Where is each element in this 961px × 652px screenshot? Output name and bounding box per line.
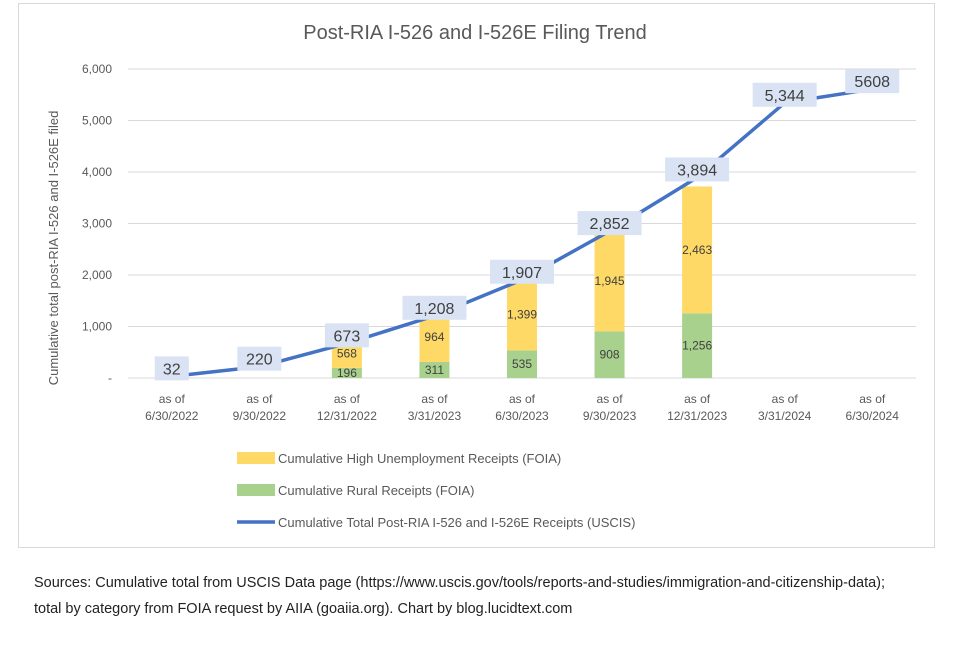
bar (507, 350, 537, 378)
bar-data-label: 1,399 (507, 307, 537, 321)
legend-swatch (237, 484, 275, 496)
bar (594, 331, 625, 378)
line-label-box (845, 69, 900, 94)
y-tick-label: 2,000 (82, 268, 112, 282)
line-data-label: 5,344 (765, 88, 805, 105)
bar-data-label: 2,463 (682, 243, 712, 257)
legend-label: Cumulative Total Post-RIA I-526 and I-52… (278, 515, 635, 530)
x-tick-label: 12/31/2023 (667, 409, 727, 423)
legend-swatch (237, 452, 275, 464)
x-tick-label: 9/30/2022 (233, 409, 287, 423)
x-tick-label: as of (772, 392, 799, 406)
x-tick-label: 9/30/2023 (583, 409, 637, 423)
chart: Post-RIA I-526 and I-526E Filing Trend C… (46, 22, 916, 530)
bar (682, 186, 713, 314)
bar-data-label: 908 (600, 348, 620, 362)
x-tick-label: 6/30/2022 (145, 409, 199, 423)
line-label-box (324, 323, 369, 348)
y-tick-label: 1,000 (82, 320, 112, 334)
y-tick-label: 4,000 (82, 165, 112, 179)
x-tick-label: as of (684, 392, 711, 406)
x-tick-label: 3/31/2024 (758, 409, 812, 423)
y-axis-label: Cumulative total post-RIA I-526 and I-52… (46, 111, 61, 386)
bar (331, 367, 362, 378)
legend-label: Cumulative High Unemployment Receipts (F… (278, 451, 561, 466)
line-label-box (237, 346, 282, 371)
x-tick-label: as of (509, 392, 536, 406)
line-label-box (402, 295, 467, 320)
bar-data-label: 196 (337, 366, 357, 380)
y-tick-label: 3,000 (82, 217, 112, 231)
line-label-box (490, 259, 554, 284)
bar (419, 361, 450, 378)
bar (594, 231, 625, 332)
line-label-box (752, 82, 817, 107)
line-data-label: 3,894 (677, 162, 717, 179)
bar-data-label: 568 (337, 346, 357, 360)
chart-title: Post-RIA I-526 and I-526E Filing Trend (303, 22, 647, 44)
bar-data-label: 311 (425, 363, 444, 377)
bar (507, 278, 537, 351)
y-tick-label: 5,000 (82, 114, 112, 128)
x-tick-label: as of (334, 392, 361, 406)
bar-data-label: 964 (424, 330, 444, 344)
y-tick-label: - (108, 371, 112, 385)
line-label-box (665, 157, 730, 182)
line-label-box (154, 356, 189, 381)
x-tick-label: 3/31/2023 (408, 409, 462, 423)
line-data-label: 220 (246, 352, 273, 369)
x-tick-label: 12/31/2022 (317, 409, 377, 423)
bar (682, 313, 713, 378)
x-tick-label: as of (421, 392, 448, 406)
line-data-label: 2,852 (590, 216, 630, 233)
bar-data-label: 1,945 (595, 274, 625, 288)
x-tick-label: as of (246, 392, 273, 406)
x-tick-label: as of (159, 392, 186, 406)
line-data-label: 673 (334, 328, 361, 345)
x-tick-label: 6/30/2024 (846, 409, 900, 423)
chart-frame (18, 3, 935, 548)
line-data-label: 5608 (854, 74, 890, 91)
line-label-box (577, 211, 642, 236)
line-data-label: 32 (163, 361, 181, 378)
x-tick-label: as of (859, 392, 886, 406)
line-data-label: 1,907 (502, 265, 542, 282)
line-data-label: 1,208 (414, 301, 454, 318)
bar-data-label: 1,256 (682, 339, 712, 353)
y-tick-label: 6,000 (82, 62, 112, 76)
legend-label: Cumulative Rural Receipts (FOIA) (278, 483, 475, 498)
sources-note: Sources: Cumulative total from USCIS Dat… (34, 575, 886, 617)
x-tick-label: as of (597, 392, 624, 406)
bar-data-label: 535 (512, 357, 532, 371)
x-tick-label: 6/30/2023 (495, 409, 549, 423)
